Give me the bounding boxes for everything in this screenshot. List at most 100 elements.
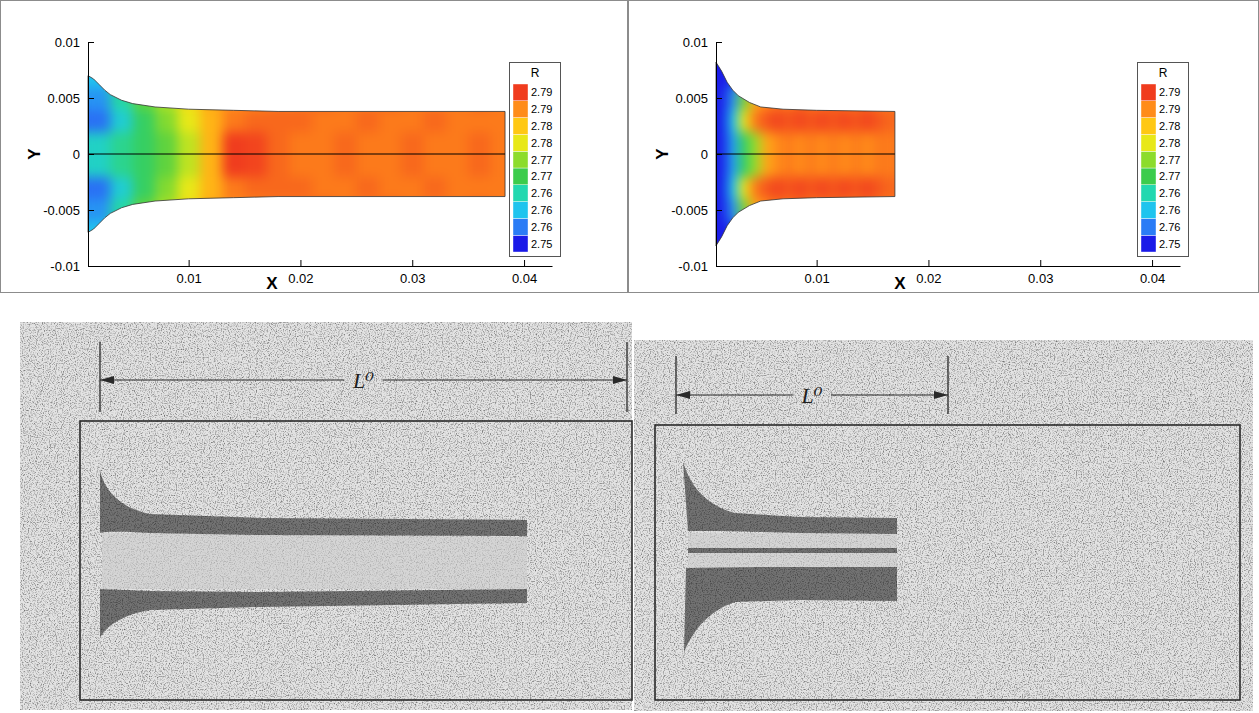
colorbar-band (1141, 151, 1156, 168)
field-cell (817, 64, 829, 87)
field-cell (334, 176, 357, 199)
field-cell (805, 64, 817, 87)
field-cell (716, 221, 728, 244)
field-cells (716, 64, 895, 244)
field-cell (110, 109, 133, 132)
field-cell (245, 221, 268, 244)
field-cell (861, 199, 873, 222)
field-cell (222, 132, 245, 155)
field-cell (401, 199, 424, 222)
field-cell (133, 221, 156, 244)
x-tick: 0.02 (288, 260, 313, 286)
field-cell (446, 64, 469, 87)
field-cell (200, 176, 223, 199)
colorbar-band (1141, 84, 1156, 101)
field-cell (334, 154, 357, 177)
field-cell (861, 154, 873, 177)
field-cell (761, 109, 773, 132)
field-cell (245, 176, 268, 199)
colorbar-label: 2.76 (1159, 187, 1180, 199)
field-cell (155, 199, 178, 222)
colorbar-band (1141, 168, 1156, 185)
field-cell (133, 176, 156, 199)
field-cell (110, 87, 133, 110)
field-cell (267, 176, 290, 199)
field-cell (312, 87, 335, 110)
field-cell (884, 199, 896, 222)
y-tick: 0 (701, 147, 722, 162)
field-cell (379, 132, 402, 155)
field-cell (334, 132, 357, 155)
field-cell (133, 132, 156, 155)
x-tick: 0.01 (804, 260, 829, 286)
field-cell (110, 176, 133, 199)
field-cell (794, 199, 806, 222)
field-cell (379, 64, 402, 87)
x-tick-mark (1040, 260, 1041, 266)
x-tick-mark (928, 260, 929, 266)
field (88, 64, 513, 244)
field-cell (817, 109, 829, 132)
x-tick-label: 0.01 (804, 271, 829, 286)
field-cell (423, 87, 446, 110)
field-cell (772, 154, 784, 177)
y-tick: -0.005 (671, 203, 722, 218)
dimension-line (676, 394, 793, 395)
field-cell (738, 154, 750, 177)
y-tick-label: 0.005 (47, 91, 80, 106)
field-cell (110, 132, 133, 155)
colorbar-label: 2.76 (531, 221, 552, 233)
field-cell (401, 154, 424, 177)
colorbar-label: 2.79 (1159, 103, 1180, 115)
field-cell (750, 154, 762, 177)
x-axis: 0.010.020.030.04 (89, 260, 553, 286)
x-tick-label: 0.02 (916, 271, 941, 286)
field-cell (794, 109, 806, 132)
field-cell (446, 176, 469, 199)
field-cell (423, 154, 446, 177)
field-cell (805, 199, 817, 222)
y-tick: 0.005 (47, 91, 94, 106)
y-tick: -0.005 (43, 203, 94, 218)
field-cell (794, 221, 806, 244)
y-tick-mark (716, 42, 722, 43)
field-cell (312, 64, 335, 87)
field-cell (446, 132, 469, 155)
field-cell (750, 109, 762, 132)
field-cell (289, 199, 312, 222)
field-cell (155, 154, 178, 177)
y-axis: -0.01-0.00500.0050.01 (43, 35, 94, 274)
field-cell (379, 87, 402, 110)
field-cell (772, 64, 784, 87)
sketch-paper (634, 340, 1253, 711)
colorbar-label: 2.75 (1159, 238, 1180, 250)
field-cell (222, 87, 245, 110)
field-cell (356, 176, 379, 199)
field-cell (716, 154, 728, 177)
field-cell (716, 199, 728, 222)
field-cell (222, 154, 245, 177)
field-cell (289, 176, 312, 199)
field-cell (356, 221, 379, 244)
colorbar-label: 2.77 (1159, 170, 1180, 182)
field-cell (772, 221, 784, 244)
field-cell (750, 221, 762, 244)
y-tick-label: 0.005 (675, 91, 708, 106)
colorbar-label: 2.76 (1159, 221, 1180, 233)
field-cell (88, 64, 111, 87)
field-cell (133, 64, 156, 87)
field-cell (817, 221, 829, 244)
flame-band (100, 470, 527, 536)
field-cell (761, 154, 773, 177)
flame-texture (688, 548, 897, 553)
field-cell (446, 109, 469, 132)
paper-grain (634, 340, 1253, 711)
field-cell (379, 176, 402, 199)
field-cell (312, 154, 335, 177)
flame-texture (683, 462, 897, 534)
y-tick: 0.01 (683, 35, 722, 50)
field-cell (716, 87, 728, 110)
field-cell (423, 132, 446, 155)
field-cell (468, 199, 491, 222)
colorbar-label: 2.76 (1159, 204, 1180, 216)
